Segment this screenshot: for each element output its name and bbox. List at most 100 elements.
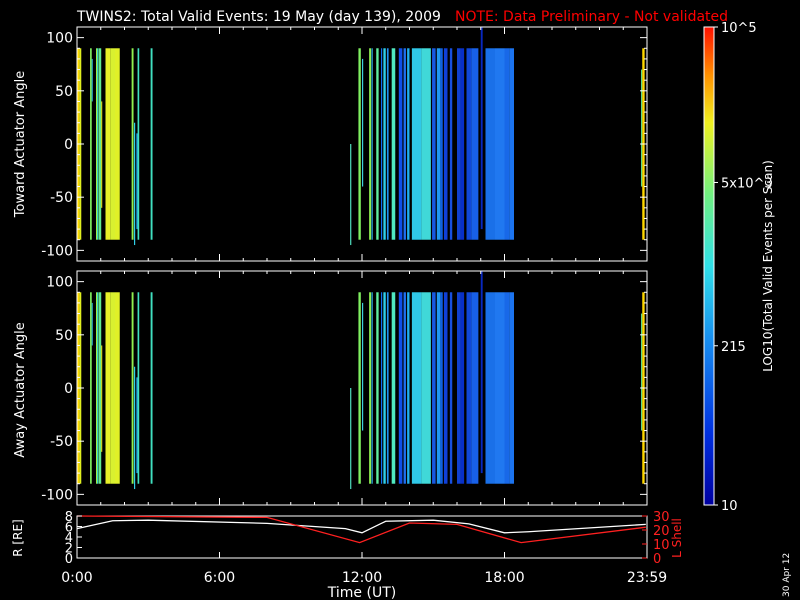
bottom-panel-data-column (480, 271, 483, 474)
top-panel-data-column (115, 48, 120, 240)
bottom-panel-data-column (485, 292, 495, 484)
x-axis-label: Time (UT) (327, 585, 396, 600)
top-panel-data-column (96, 48, 98, 240)
bottom-panel-data-column (101, 345, 103, 452)
top-panel-ytick-label: 0 (64, 137, 73, 153)
top-panel-data-column (90, 48, 92, 240)
bottom-panel-data-column (98, 292, 102, 484)
top-panel-data-column (407, 48, 410, 240)
bottom-panel-data-column (350, 388, 352, 490)
bottom-panel-data-column (137, 292, 140, 484)
plot-title: TWINS2: Total Valid Events: 19 May (day … (76, 9, 441, 25)
colorbar: 10 215 5x10^3 10^5 LOG10(Total Valid Events… (703, 21, 775, 514)
top-panel-data-column (449, 48, 453, 240)
bottom-panel-data-column (641, 313, 643, 431)
bottom-panel-data-column (371, 292, 373, 484)
colorbar-label: LOG10(Total Valid Events per Scan) (761, 160, 775, 372)
colorbar-tick-label: 215 (721, 340, 746, 355)
top-panel-data-column (101, 101, 103, 208)
bottom-panel-ytick-label: 0 (64, 381, 73, 397)
top-spectrogram-panel: 100 50 0 -50 -100 Toward Actuator Angle (13, 26, 648, 262)
top-panel-data-column (495, 48, 505, 240)
top-panel-ytick-label: 50 (55, 84, 73, 100)
top-panel-data-column (381, 48, 383, 240)
orbit-right-ylabel: L Shell (670, 518, 684, 558)
bottom-panel-data-column (460, 292, 465, 484)
bottom-panel-ticks: 100 50 0 -50 -100 (41, 271, 648, 505)
bottom-panel-data-column (457, 292, 461, 484)
top-panel-data-column (376, 48, 379, 240)
bottom-panel-data-column (134, 366, 136, 490)
orbit-left-ytick-label: 4 (65, 531, 73, 546)
bottom-spectrogram-panel: 100 50 0 -50 -100 Away Actuator Angle (13, 270, 648, 506)
top-panel-data-column (436, 48, 441, 240)
top-panel-ticks: 100 50 0 -50 -100 (41, 27, 648, 261)
top-panel-data-column (98, 48, 102, 240)
top-panel-data-column (383, 48, 386, 240)
top-panel-data-column (134, 122, 136, 246)
bottom-panel-ytick-label: -50 (50, 434, 73, 450)
top-panel-data-column (91, 58, 93, 102)
bottom-panel-data-column (386, 292, 389, 484)
orbit-left-ylabel: R [RE] (11, 519, 25, 556)
top-panel-data-column (485, 48, 495, 240)
x-tick-label: 0:00 (61, 570, 92, 586)
bottom-panel-data-column (504, 292, 510, 484)
top-panel-data-column (480, 27, 483, 230)
bottom-panel-data-column (131, 292, 134, 484)
bottom-panel-data-column (369, 292, 372, 484)
top-panel-data-column (403, 48, 406, 240)
bottom-panel-data-column (96, 292, 97, 484)
top-panel-data-column (350, 144, 352, 246)
bottom-panel-data-column (432, 292, 436, 484)
top-panel-data-column (504, 48, 510, 240)
bottom-panel-data-column (421, 292, 431, 484)
orbit-right-ytick-label: 20 (653, 524, 670, 539)
bottom-panel-data-column (96, 292, 98, 484)
colorbar-tick-label: 5x10^3 (721, 176, 773, 191)
bottom-panel-data-column (407, 292, 410, 484)
top-panel-data-column (460, 48, 465, 240)
bottom-panel-ylabel: Away Actuator Angle (13, 322, 28, 457)
bottom-panel-data-column (150, 292, 153, 484)
orbit-panel-lines (76, 515, 646, 544)
top-panel-data-column (96, 48, 97, 240)
top-panel-data-column (110, 48, 115, 240)
bottom-panel-data-column (376, 292, 379, 484)
orbit-left-ytick-label: 0 (65, 552, 73, 567)
x-tick-label: 12:00 (342, 570, 382, 586)
orbit-left-ytick-label: 6 (65, 521, 73, 536)
top-panel-data-column (362, 58, 364, 187)
date-stamp: 30 Apr 12 (782, 553, 792, 597)
orbit-right-ytick-label: 0 (653, 552, 661, 567)
bottom-panel-data-column (449, 292, 453, 484)
orbit-left-ytick-label: 8 (65, 510, 73, 525)
bottom-panel-data-column (391, 292, 396, 484)
bottom-panel-ytick-label: -100 (41, 487, 73, 503)
top-panel-data-column (137, 48, 140, 240)
bottom-panel-data-column (105, 292, 111, 484)
top-panel-data-column (136, 133, 138, 230)
bottom-panel-data-column (358, 292, 361, 484)
lshell-line (76, 515, 646, 544)
top-panel-data-column (509, 48, 514, 240)
bottom-panel-data-column (471, 292, 479, 484)
bottom-panel-data-column (110, 292, 115, 484)
top-panel-data-column (371, 48, 373, 240)
bottom-panel-data-column (398, 292, 403, 484)
orbit-left-ytick-label: 2 (65, 542, 73, 557)
bottom-panel-data-column (466, 292, 472, 484)
x-tick-label: 23:59 (627, 570, 667, 586)
top-panel-data-column (398, 48, 403, 240)
top-panel-data-column (358, 48, 361, 240)
bottom-panel-ytick-label: 50 (55, 328, 73, 344)
bottom-panel-data-column (136, 377, 138, 474)
top-panel-data-columns (77, 27, 645, 246)
bottom-panel-data-column (509, 292, 514, 484)
bottom-panel-data-column (383, 292, 386, 484)
orbit-right-ytick-label: 10 (653, 538, 670, 553)
top-panel-data-column (131, 48, 134, 240)
top-panel-data-column (432, 48, 436, 240)
